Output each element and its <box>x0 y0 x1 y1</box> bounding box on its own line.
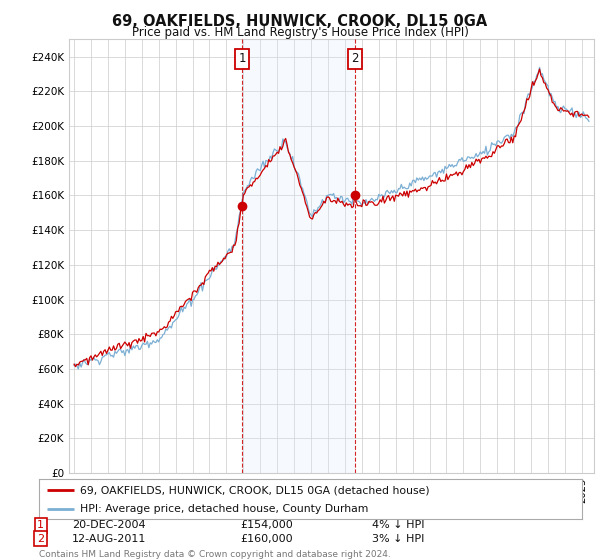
Text: 3% ↓ HPI: 3% ↓ HPI <box>372 534 424 544</box>
Text: 69, OAKFIELDS, HUNWICK, CROOK, DL15 0GA: 69, OAKFIELDS, HUNWICK, CROOK, DL15 0GA <box>112 14 488 29</box>
Text: Price paid vs. HM Land Registry's House Price Index (HPI): Price paid vs. HM Land Registry's House … <box>131 26 469 39</box>
Text: 4% ↓ HPI: 4% ↓ HPI <box>372 520 425 530</box>
Text: 1: 1 <box>37 520 44 530</box>
Text: 1: 1 <box>238 52 245 65</box>
Bar <box>242 39 355 473</box>
Text: 69, OAKFIELDS, HUNWICK, CROOK, DL15 0GA (detached house): 69, OAKFIELDS, HUNWICK, CROOK, DL15 0GA … <box>80 485 430 495</box>
Text: HPI: Average price, detached house, County Durham: HPI: Average price, detached house, Coun… <box>80 503 368 514</box>
Text: £154,000: £154,000 <box>240 520 293 530</box>
Text: 20-DEC-2004: 20-DEC-2004 <box>72 520 146 530</box>
Text: 12-AUG-2011: 12-AUG-2011 <box>72 534 146 544</box>
Text: 2: 2 <box>351 52 359 65</box>
Text: £160,000: £160,000 <box>240 534 293 544</box>
Text: 2: 2 <box>37 534 44 544</box>
Text: Contains HM Land Registry data © Crown copyright and database right 2024.
This d: Contains HM Land Registry data © Crown c… <box>39 550 391 560</box>
